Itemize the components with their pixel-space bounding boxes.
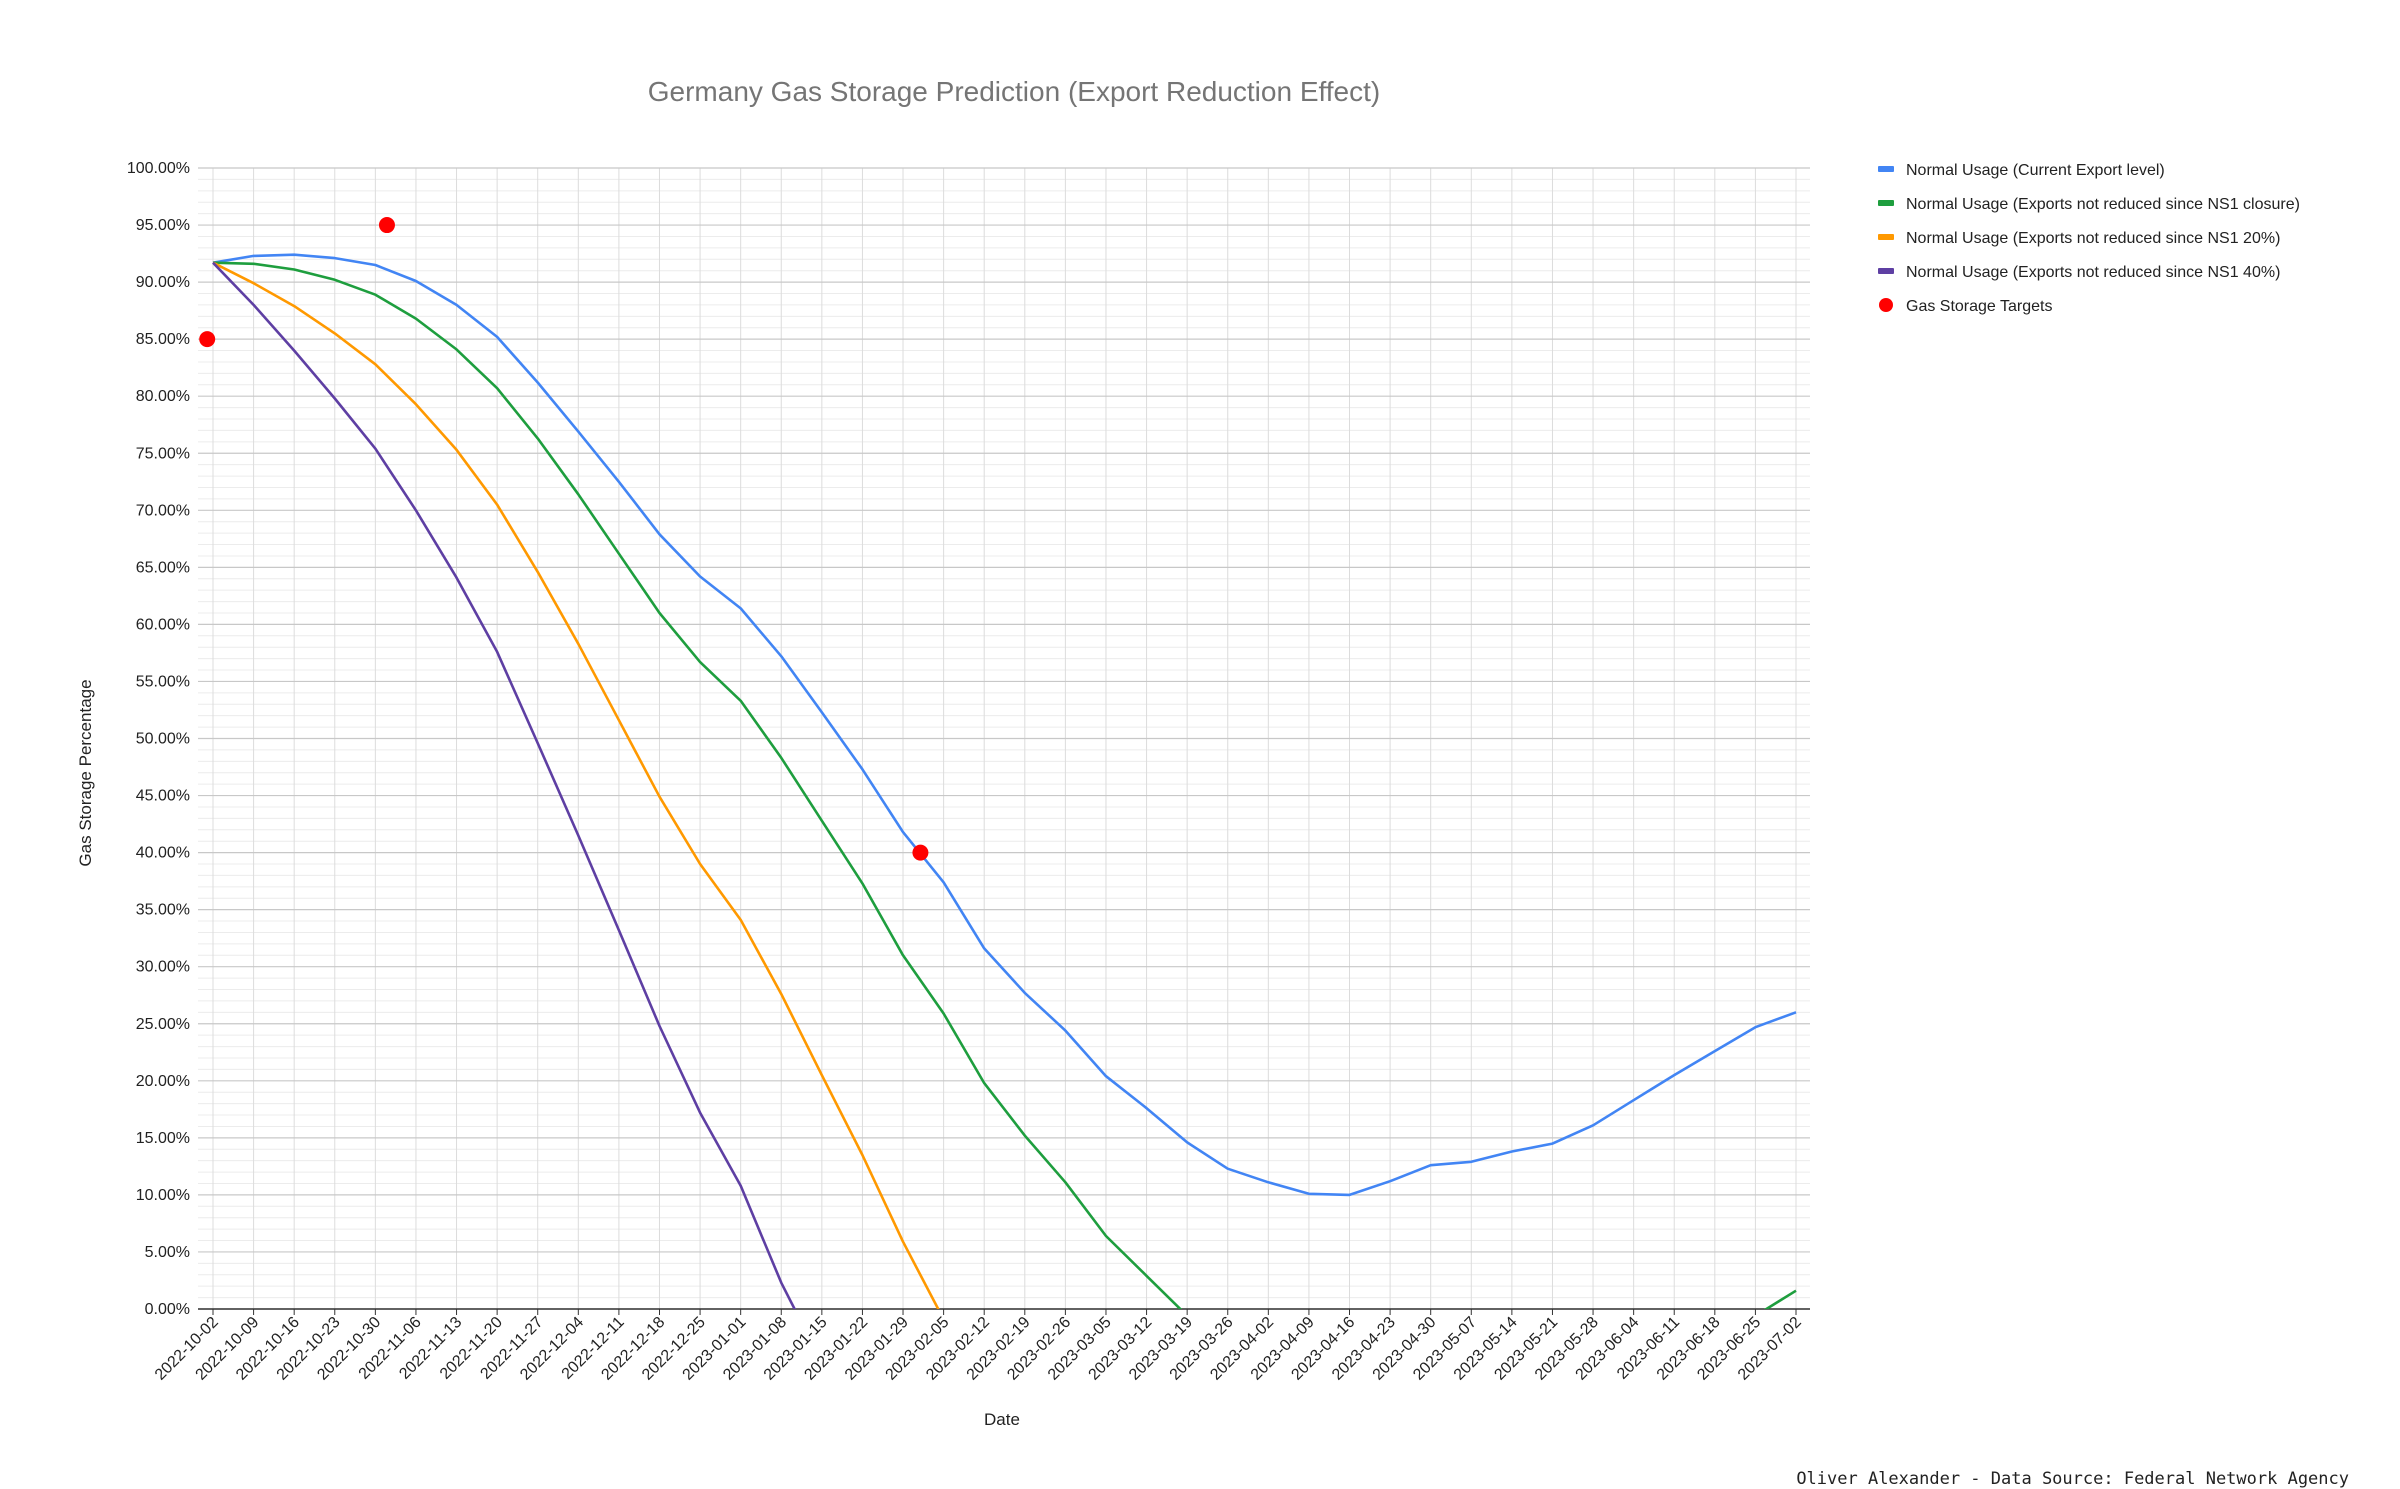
y-tick-label: 95.00% — [136, 217, 190, 234]
y-tick-label: 100.00% — [127, 160, 190, 177]
chart-title: Germany Gas Storage Prediction (Export R… — [648, 76, 1380, 107]
legend-label: Normal Usage (Exports not reduced since … — [1906, 264, 2280, 281]
legend-swatch — [1878, 268, 1894, 274]
legend-label: Gas Storage Targets — [1906, 298, 2052, 315]
target-point — [912, 844, 929, 861]
x-axis-title: Date — [984, 1410, 1020, 1429]
grid — [198, 167, 1810, 1310]
y-tick-label: 70.00% — [136, 502, 190, 519]
y-tick-label: 65.00% — [136, 559, 190, 576]
y-tick-label: 20.00% — [136, 1073, 190, 1090]
legend-label: Normal Usage (Exports not reduced since … — [1906, 230, 2280, 247]
axes: 0.00% 5.00% 10.00% 15.00% 20.00% 25.00% 30.00%… — [127, 160, 1810, 1384]
y-axis-title: Gas Storage Percentage — [76, 679, 95, 866]
legend-label: Normal Usage (Exports not reduced since … — [1906, 196, 2300, 213]
target-point — [378, 217, 395, 234]
y-tick-label: 30.00% — [136, 959, 190, 976]
y-tick-label: 85.00% — [136, 331, 190, 348]
target-point — [199, 331, 216, 348]
series-line-3 — [212, 261, 940, 1309]
y-tick-label: 80.00% — [136, 388, 190, 405]
legend-swatch — [1878, 200, 1894, 206]
y-tick-label: 60.00% — [136, 616, 190, 633]
y-tick-label: 50.00% — [136, 731, 190, 748]
y-tick-label: 0.00% — [145, 1301, 190, 1318]
y-tick-label: 15.00% — [136, 1130, 190, 1147]
credit-text: Oliver Alexander - Data Source: Federal … — [1796, 1469, 2349, 1489]
y-tick-label: 35.00% — [136, 902, 190, 919]
legend-label: Normal Usage (Current Export level) — [1906, 162, 2165, 179]
y-tick-label: 25.00% — [136, 1016, 190, 1033]
series-line-4 — [212, 261, 797, 1309]
y-tick-label: 10.00% — [136, 1187, 190, 1204]
series-line-2 — [1763, 1289, 1797, 1309]
legend-swatch — [1878, 166, 1894, 172]
series-line-1 — [212, 253, 1797, 1197]
y-tick-label: 5.00% — [145, 1244, 190, 1261]
plot-area — [199, 217, 1797, 1309]
y-tick-label: 55.00% — [136, 673, 190, 690]
y-tick-label: 90.00% — [136, 274, 190, 291]
series-line-2 — [212, 261, 1183, 1309]
y-tick-label: 75.00% — [136, 445, 190, 462]
y-tick-label: 40.00% — [136, 845, 190, 862]
y-tick-label: 45.00% — [136, 788, 190, 805]
legend-marker — [1879, 298, 1893, 312]
legend: Normal Usage (Current Export level) Norma… — [1878, 162, 2300, 315]
legend-swatch — [1878, 234, 1894, 240]
